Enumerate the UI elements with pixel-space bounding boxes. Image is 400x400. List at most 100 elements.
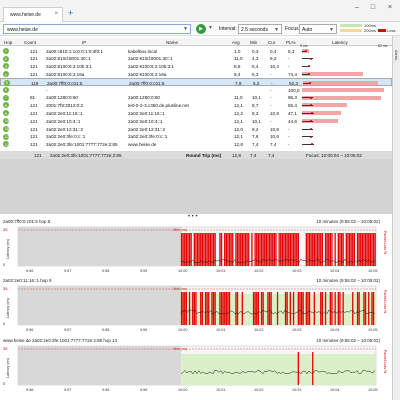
loss-bar: [182, 292, 184, 325]
loss-bar: [308, 292, 311, 325]
alerts-strip[interactable]: Alerts: [392, 36, 400, 400]
minimize-icon[interactable]: –: [355, 4, 359, 11]
loss-bar: [206, 292, 208, 325]
table-row[interactable]: 4 121 2a02:8100:6:2:16a 2a02:8100:6:2:16a 8,…: [0, 70, 392, 78]
splitter-handle[interactable]: • • •: [188, 214, 198, 220]
legend: 100ms 200ms Loss: [340, 23, 396, 35]
col-name[interactable]: Name: [166, 40, 179, 45]
table-row[interactable]: 11 121 2a02:2e0:12:31::2 2a02:2e0:12:31::2 1…: [0, 125, 392, 133]
loss-bar: [366, 233, 368, 266]
col-latency[interactable]: Latency: [332, 40, 348, 45]
cell-cur: 10,9: [270, 110, 279, 116]
col-min[interactable]: Min: [250, 40, 258, 45]
col-avg[interactable]: Avg: [232, 40, 240, 45]
table-row[interactable]: 12 121 2a02:2e0:3fe:0:c::1 2a02:2e0:3fe:0:c…: [0, 133, 392, 141]
loss-bar: [232, 233, 234, 266]
hop-graph-panel[interactable]: 2a02:2e0:11:16::1 hop 9 10 minutes (9:55:…: [0, 278, 392, 335]
cell-count: 121: [30, 118, 38, 124]
chevron-down-icon[interactable]: ▼: [183, 26, 188, 32]
latency-range-bar: [302, 112, 315, 114]
latency-line: [180, 258, 375, 264]
cell-avg: 12,8: [234, 142, 243, 148]
cell-ip: 2a02:2e0:11:16::1: [46, 110, 83, 116]
table-row[interactable]: 5 119 2a00:7ff0:0:c01:5 2a00:7ff0:0:c01:5 7,…: [0, 78, 392, 86]
interval-select[interactable]: 2.5 seconds ▼: [238, 24, 282, 34]
table-row[interactable]: 7 81 2a00:1280:0:60 2a00:1280:0:60 11,0 10,1 -…: [0, 94, 392, 102]
loss-bar: [219, 233, 221, 266]
loss-bar: [364, 292, 367, 325]
panel-title: 2a02:2e0:11:16::1 hop 9: [3, 278, 52, 283]
target-input[interactable]: www.heise.de ▼: [3, 24, 191, 34]
latency-range-bar: [302, 50, 307, 52]
panel-range: 10 minutes (9:55:02 – 10:05:02): [316, 338, 380, 343]
cell-name: 2a02:2e0:10:4::1: [128, 118, 163, 124]
latency-axis-min: 0 ms: [300, 43, 308, 48]
table-row[interactable]: 6 - - 100,0: [0, 86, 392, 94]
cell-count: 119: [31, 80, 39, 86]
loss-bar: [297, 352, 299, 385]
maximize-icon[interactable]: □: [370, 4, 376, 11]
loss-bar: [259, 233, 261, 266]
table-row[interactable]: 3 121 2a02:8100:6:2:10b:3:1 2a02:8100:6:2:1…: [0, 63, 392, 71]
cell-cur: 10,9: [270, 126, 279, 132]
loss-bar: [187, 233, 189, 266]
y-axis-right-title: Packet Loss %: [383, 231, 387, 254]
cell-avg: 8,8: [234, 64, 241, 70]
x-axis-tick-label: 10:04: [330, 269, 340, 273]
table-row[interactable]: 2 121 2a02:810d:8001:30::1 2a02:810d:8001:3…: [0, 55, 392, 63]
cell-pl: 44,6: [288, 118, 297, 124]
x-axis-tick-label: 9:57: [64, 269, 71, 273]
latency-range-bar: [303, 82, 312, 84]
loss-bar: [307, 233, 309, 266]
table-row[interactable]: 8 121 2001:7f8:3012:0:2 te0-0-2-3.c350.de.p…: [0, 102, 392, 110]
jitter-label: Jitter (ms): [173, 287, 187, 291]
loss-bar: [281, 233, 283, 266]
latency-range-bar: [302, 105, 314, 107]
table-row[interactable]: 10 121 2a02:2e0:10:4::1 2a02:2e0:10:4::1 12,…: [0, 117, 392, 125]
cell-name: te0-0-2-3.c350.de.plusline.net: [128, 103, 189, 109]
loss-bar: [251, 233, 253, 266]
hop-number: 1: [4, 48, 8, 54]
loss-bar: [334, 233, 336, 266]
table-row[interactable]: 9 121 2a02:2e0:11:16::1 2a02:2e0:11:16::1 12…: [0, 109, 392, 117]
loss-bar: [289, 233, 291, 266]
loss-bar: [339, 292, 341, 325]
table-header: Hop Count IP Name Avg Min Cur PL% Latenc…: [0, 38, 392, 48]
col-pl[interactable]: PL%: [286, 40, 296, 45]
col-count[interactable]: Count: [24, 40, 37, 45]
hop-graph-panel[interactable]: 2a00:7ff0:0:c01:5 hop 5 10 minutes (9:55:…: [0, 219, 392, 276]
col-ip[interactable]: IP: [82, 40, 87, 45]
loss-bar: [280, 233, 282, 266]
latency-range-bar: [302, 66, 311, 68]
latency-marker: [305, 49, 307, 52]
loss-bar: [331, 292, 333, 325]
close-window-icon[interactable]: ×: [387, 4, 393, 11]
focus-select[interactable]: Auto ▼: [299, 24, 337, 34]
cell-ip: 2a02:8100:6:2:16a: [46, 71, 85, 77]
latency-range-bar: [302, 144, 315, 146]
play-options-icon[interactable]: ▼: [208, 25, 213, 31]
new-tab-icon[interactable]: +: [68, 8, 74, 18]
col-hop[interactable]: Hop: [4, 40, 13, 45]
loss-bar: [352, 233, 354, 266]
tab-heise[interactable]: www.heise.de ×: [3, 7, 63, 22]
hop-graph-panel[interactable]: www.heise.de 2a02:2e0:3fe:1001:7777:772e…: [0, 338, 392, 395]
loss-bar: [326, 233, 328, 266]
loss-bar: [260, 233, 263, 266]
loss-bar: [358, 292, 360, 325]
cell-min: 10,1: [252, 118, 261, 124]
loss-bar: [257, 233, 259, 266]
y-axis-left-title: Latency (ms): [6, 298, 10, 318]
loss-bar: [350, 233, 352, 266]
col-cur[interactable]: Cur: [268, 40, 276, 45]
x-axis-tick-label: 9:59: [140, 328, 147, 332]
table-row[interactable]: 1 121 2a00:c810:1:1c0:0:1:0:4f0:1 kabelbox.…: [0, 47, 392, 55]
table-row[interactable]: 13 121 2a02:2e0:3fe:1001:7777:772e:2:85 www…: [0, 141, 392, 149]
latency-marker: [311, 143, 313, 146]
x-axis-tick-label: 9:59: [140, 388, 147, 392]
loss-bar: [321, 233, 323, 266]
cell-count: 121: [30, 103, 38, 109]
start-trace-button[interactable]: ▶: [196, 24, 206, 34]
tab-close-icon[interactable]: ×: [54, 11, 58, 17]
